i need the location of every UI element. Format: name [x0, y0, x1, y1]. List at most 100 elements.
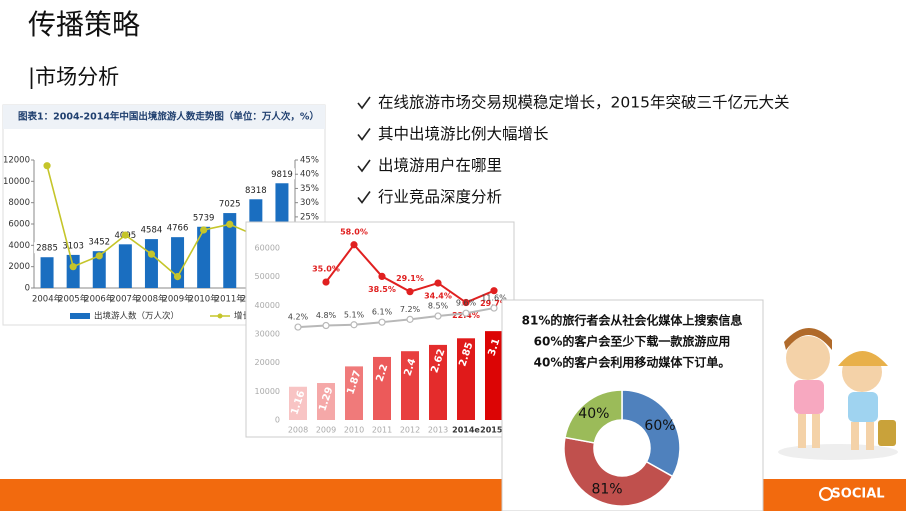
data-label: 11.6% — [481, 294, 507, 303]
x-tick-label: 2006年 — [84, 294, 115, 305]
y2-tick-label: 45% — [300, 156, 319, 166]
x-tick-label: 2010年 — [189, 294, 220, 305]
bar — [197, 226, 211, 288]
chart-title: 图表1：2004-2014年中国出境旅游人数走势图（单位：万人次，%） — [18, 111, 319, 123]
line-point — [173, 273, 182, 281]
data-label: 29.1% — [396, 274, 424, 283]
bar — [457, 338, 475, 420]
data-label: 2.4 — [403, 357, 419, 377]
donut-segment — [564, 389, 623, 444]
x-tick-label: 2014e — [452, 426, 480, 435]
slide-subtitle: |市场分析 — [28, 65, 119, 90]
donut-segment — [621, 389, 681, 478]
logo-icon — [819, 487, 833, 501]
data-label: 7025 — [219, 200, 241, 210]
line-point — [43, 162, 51, 170]
bullet-text: 在线旅游市场交易规模稳定增长，2015年突破三千亿元大关 — [378, 94, 789, 112]
data-label: 4766 — [167, 224, 189, 234]
data-label-box — [138, 224, 165, 236]
line-point — [121, 231, 129, 239]
line-point — [95, 252, 103, 260]
data-label-box — [86, 236, 113, 248]
y2-tick-label: 30% — [300, 198, 319, 208]
line-point — [462, 309, 470, 317]
bullet-text: 出境游用户在哪里 — [378, 156, 502, 175]
data-label: 4.2% — [288, 313, 309, 322]
x-tick-label: 2008 — [288, 426, 308, 435]
y2-tick-label: 40% — [300, 170, 319, 180]
data-label: 7.2% — [400, 305, 421, 314]
slide-title: 传播策略 — [28, 8, 140, 41]
logo: SOCIAL — [831, 487, 884, 502]
y-tick-label: 4000 — [8, 241, 30, 251]
bar — [92, 251, 106, 288]
x-tick-label: 2012 — [400, 426, 420, 435]
chart-title-band — [3, 105, 325, 129]
x-tick-label: 2009年 — [162, 294, 193, 305]
line — [46, 165, 282, 278]
legend-swatch — [70, 313, 90, 319]
x-tick-label: 2005年 — [58, 294, 89, 305]
donut-segment — [563, 436, 674, 507]
footer-bar — [0, 479, 906, 511]
y-tick-label: 8000 — [8, 198, 30, 208]
y-tick-label: 50000 — [255, 272, 280, 281]
check-icon — [357, 191, 371, 204]
line-point — [406, 288, 414, 296]
data-label-box — [60, 239, 87, 251]
data-label: 6.1% — [372, 308, 393, 317]
legend-label: 出境游人数（万人次） — [94, 311, 179, 322]
line-point — [490, 304, 498, 312]
y2-tick-label: 35% — [300, 184, 319, 194]
line-point — [378, 272, 386, 280]
line-point — [350, 241, 358, 249]
y-tick-label: 12000 — [3, 156, 30, 166]
bar — [401, 351, 419, 420]
data-label: 8318 — [245, 186, 267, 196]
chart: 0 10000 20000 30000 40000 50000 60000 2008 2009 2… — [255, 227, 509, 434]
check-icon — [357, 96, 371, 110]
data-label: 38.5% — [368, 285, 396, 294]
bar — [118, 244, 132, 288]
bar — [317, 383, 335, 420]
data-label: 9.6% — [456, 299, 477, 308]
data-label: 2.2 — [375, 363, 391, 383]
illustration — [778, 327, 898, 460]
data-label: 8.5% — [428, 302, 449, 311]
data-label: 29.7% — [480, 299, 508, 308]
line-point — [322, 278, 330, 286]
line-point — [490, 287, 498, 295]
chart-text: 60%的客户会至少下载一款旅游应用 — [534, 334, 731, 349]
x-tick-label: 2008年 — [136, 294, 167, 305]
line-point — [406, 315, 414, 323]
y-tick-label: 30000 — [255, 330, 280, 339]
bar — [66, 254, 80, 288]
line-point — [322, 321, 330, 330]
data-label-box — [268, 168, 295, 180]
data-label: 3452 — [88, 238, 110, 248]
data-label: 60% — [644, 418, 675, 434]
bar — [429, 344, 447, 420]
data-label-box — [190, 211, 217, 223]
x-tick-label: 2011 — [372, 426, 392, 435]
bar — [40, 257, 54, 288]
y-tick-label: 6000 — [8, 220, 30, 230]
bullet-text: 其中出境游比例大幅增长 — [378, 124, 549, 143]
x-tick-label: 2007年 — [110, 294, 141, 305]
data-label: 4.8% — [316, 311, 337, 320]
y-tick-label: 10000 — [255, 387, 280, 396]
y-tick-label: 2000 — [8, 262, 30, 272]
line — [297, 307, 495, 329]
data-label-box — [164, 222, 191, 234]
data-label-box — [216, 198, 243, 210]
data-label: 4584 — [141, 226, 163, 236]
y-tick-label: 0 — [275, 416, 280, 425]
data-label: 2885 — [36, 244, 58, 254]
y-tick-label: 10000 — [3, 177, 30, 187]
bar — [171, 237, 185, 288]
bar — [289, 386, 307, 420]
data-label: 3.1 — [487, 337, 503, 357]
y-tick-label: 40000 — [255, 301, 280, 310]
data-label-box — [34, 242, 61, 254]
bullet-text: 行业竞品深度分析 — [378, 188, 502, 206]
